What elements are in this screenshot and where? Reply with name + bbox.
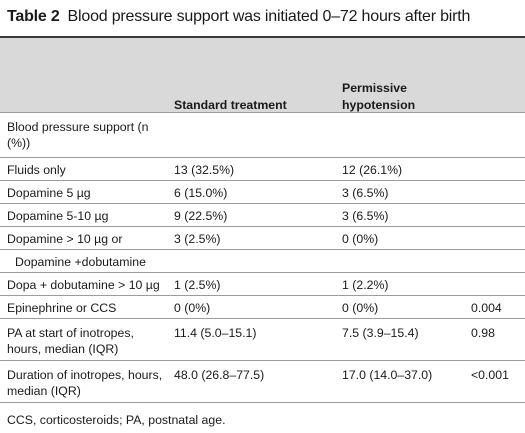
row-label: Dopamine 5-10 µg [7, 209, 109, 223]
row-label: Fluids only [7, 163, 66, 177]
header-permissive-line1: Permissive [342, 81, 407, 95]
table-row: Dopamine +dobutamine [0, 250, 525, 273]
table-label: Table 2 [7, 8, 60, 25]
row-permissive-value: 3 (6.5%) [342, 209, 389, 223]
table-header-row: Standard treatment Permissive hypotensio… [0, 38, 525, 113]
table-row: Dopamine 5 µg 6 (15.0%) 3 (6.5%) [0, 181, 525, 204]
row-label: Epinephrine or CCS [7, 301, 117, 315]
row-standard-value: 0 (0%) [174, 301, 211, 315]
table-footnote-row: CCS, corticosteroids; PA, postnatal age. [0, 403, 525, 433]
table-footnote: CCS, corticosteroids; PA, postnatal age. [7, 413, 226, 427]
table-title: Blood pressure support was initiated 0–7… [67, 8, 471, 25]
header-standard-treatment: Standard treatment [174, 98, 287, 112]
data-table: Standard treatment Permissive hypotensio… [0, 38, 525, 433]
row-permissive-value: 17.0 (14.0–37.0) [342, 368, 433, 382]
row-standard-value: 6 (15.0%) [174, 186, 228, 200]
table-row: Dopamine 5-10 µg 9 (22.5%) 3 (6.5%) [0, 204, 525, 227]
row-label: Dopa + dobutamine > 10 µg [7, 278, 160, 292]
table-row: Dopamine > 10 µg or 3 (2.5%) 0 (0%) [0, 227, 525, 250]
row-standard-value: 48.0 (26.8–77.5) [174, 368, 265, 382]
table-row: Dopa + dobutamine > 10 µg 1 (2.5%) 1 (2.… [0, 273, 525, 296]
table-row: Epinephrine or CCS 0 (0%) 0 (0%) 0.004 [0, 296, 525, 319]
table-row: Fluids only 13 (32.5%) 12 (26.1%) [0, 158, 525, 181]
row-label: Dopamine +dobutamine [15, 255, 146, 269]
row-label: PA at start of inotropes, hours, median … [7, 326, 134, 356]
row-permissive-value: 1 (2.2%) [342, 278, 389, 292]
section-row: Blood pressure support (n (%)) [0, 113, 525, 158]
row-label: Dopamine 5 µg [7, 186, 91, 200]
row-standard-value: 1 (2.5%) [174, 278, 221, 292]
row-p-value: 0.98 [471, 326, 495, 340]
table-caption: Table 2 Blood pressure support was initia… [0, 0, 525, 36]
row-permissive-value: 0 (0%) [342, 232, 379, 246]
row-p-value: <0.001 [471, 368, 509, 382]
row-standard-value: 3 (2.5%) [174, 232, 221, 246]
row-permissive-value: 7.5 (3.9–15.4) [342, 326, 419, 340]
row-label: Dopamine > 10 µg or [7, 232, 123, 246]
row-standard-value: 11.4 (5.0–15.1) [174, 326, 257, 340]
caption-rule [0, 36, 525, 38]
row-standard-value: 9 (22.5%) [174, 209, 228, 223]
table-row: PA at start of inotropes, hours, median … [0, 319, 525, 361]
table-row: Duration of inotropes, hours, median (IQ… [0, 361, 525, 403]
row-permissive-value: 3 (6.5%) [342, 186, 389, 200]
row-label: Duration of inotropes, hours, median (IQ… [7, 368, 163, 398]
row-p-value: 0.004 [471, 301, 502, 315]
row-permissive-value: 12 (26.1%) [342, 163, 403, 177]
header-permissive-line2: hypotension [342, 98, 416, 112]
row-permissive-value: 0 (0%) [342, 301, 379, 315]
row-standard-value: 13 (32.5%) [174, 163, 235, 177]
section-label: Blood pressure support (n (%)) [7, 120, 149, 150]
